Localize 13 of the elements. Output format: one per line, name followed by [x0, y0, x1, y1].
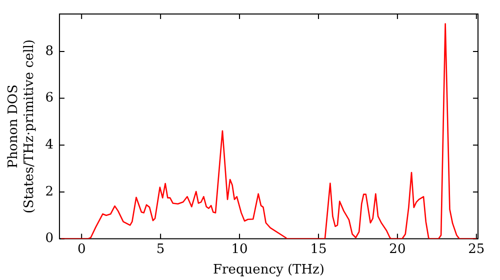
y-tick-label: 0	[45, 231, 54, 246]
y-tick-label: 2	[45, 184, 54, 200]
x-axis-title: Frequency (THz)	[213, 262, 324, 278]
x-tick-label: 20	[389, 242, 406, 257]
x-tick-label: 10	[231, 242, 248, 257]
y-axis-title: Phonon DOS (States/THz·primitive cell)	[6, 39, 37, 214]
y-tick-label: 4	[45, 138, 54, 153]
y-tick-label: 6	[45, 90, 54, 106]
y-tick-label: 8	[45, 44, 54, 59]
x-tick-label: 5	[156, 242, 165, 257]
x-tick-label: 0	[77, 242, 86, 257]
x-tick-label: 25	[468, 242, 485, 257]
x-tick-label: 15	[310, 242, 327, 257]
